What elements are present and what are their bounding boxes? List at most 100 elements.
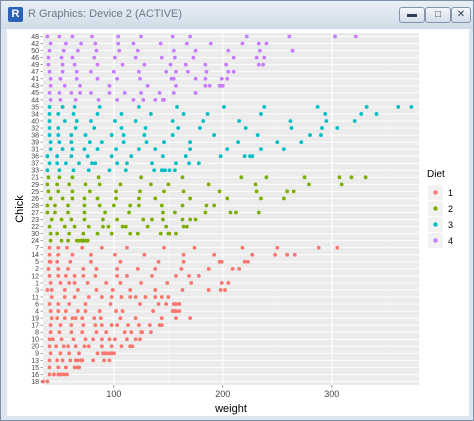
data-point xyxy=(96,97,101,102)
data-point xyxy=(188,140,193,145)
close-button[interactable]: ✕ xyxy=(451,7,471,23)
data-point xyxy=(137,69,141,74)
data-point xyxy=(139,281,143,285)
data-point xyxy=(188,316,193,321)
data-point xyxy=(193,90,198,95)
title-bar[interactable]: R R Graphics: Device 2 (ACTIVE) ▬ □ ✕ xyxy=(1,1,473,29)
data-point xyxy=(118,316,123,321)
data-point xyxy=(137,105,141,109)
data-point xyxy=(101,217,105,222)
y-tick-label: 27 xyxy=(31,210,39,217)
data-point xyxy=(176,126,181,130)
data-point xyxy=(56,266,61,271)
data-point xyxy=(48,140,53,145)
data-point xyxy=(180,175,185,180)
data-point xyxy=(225,196,230,201)
data-point xyxy=(65,372,69,377)
x-tick-label: 300 xyxy=(324,389,339,399)
data-point xyxy=(69,330,74,335)
data-point xyxy=(187,161,191,166)
data-point xyxy=(62,288,67,292)
data-point xyxy=(109,154,114,159)
data-point xyxy=(137,203,141,208)
data-point xyxy=(57,168,62,173)
data-point xyxy=(70,189,75,194)
data-point xyxy=(292,252,297,257)
data-point xyxy=(212,133,217,137)
data-point xyxy=(103,210,108,215)
data-point xyxy=(315,105,320,109)
data-point xyxy=(77,351,81,356)
data-point xyxy=(138,189,142,194)
data-point xyxy=(106,224,111,229)
data-point xyxy=(70,175,75,180)
data-point xyxy=(97,182,102,187)
window-title: R Graphics: Device 2 (ACTIVE) xyxy=(28,8,183,20)
data-point xyxy=(156,302,161,306)
data-point xyxy=(174,69,178,74)
data-point xyxy=(285,252,290,257)
data-point xyxy=(96,175,101,180)
data-point xyxy=(89,69,93,74)
data-point xyxy=(193,76,198,81)
data-point xyxy=(66,266,70,271)
data-point xyxy=(189,281,194,285)
y-tick-label: 6 xyxy=(35,301,39,308)
data-point xyxy=(162,97,166,102)
y-tick-label: 50 xyxy=(31,48,39,55)
data-point xyxy=(133,295,138,299)
y-tick-label: 32 xyxy=(31,125,39,132)
data-point xyxy=(94,48,99,53)
data-point xyxy=(139,90,143,95)
y-tick-label: 10 xyxy=(31,337,39,344)
data-point xyxy=(56,126,61,130)
data-point xyxy=(48,330,53,335)
data-point xyxy=(70,147,75,152)
maximize-button[interactable]: □ xyxy=(425,7,451,23)
data-point xyxy=(111,203,116,208)
data-point xyxy=(56,252,61,257)
data-point xyxy=(70,34,75,39)
data-point xyxy=(153,266,158,271)
data-point xyxy=(125,337,129,342)
data-point xyxy=(62,295,67,299)
data-point xyxy=(102,358,106,363)
minimize-button[interactable]: ▬ xyxy=(399,7,425,23)
data-point xyxy=(168,62,173,67)
data-point xyxy=(47,119,52,123)
data-point xyxy=(46,189,51,194)
data-point xyxy=(115,217,120,222)
legend-label: 1 xyxy=(448,188,453,198)
y-tick-label: 39 xyxy=(31,140,39,147)
data-point xyxy=(114,309,118,313)
data-point xyxy=(147,323,152,328)
data-point xyxy=(287,34,292,39)
data-point xyxy=(48,309,53,313)
data-point xyxy=(133,55,138,60)
data-point xyxy=(257,48,262,53)
data-point xyxy=(67,182,72,187)
data-point xyxy=(70,55,75,60)
y-tick-label: 24 xyxy=(31,238,39,245)
data-point xyxy=(128,203,133,208)
data-point xyxy=(352,119,357,123)
data-point xyxy=(179,266,184,271)
data-point xyxy=(90,34,94,39)
data-point xyxy=(181,112,186,116)
data-point xyxy=(82,210,87,215)
data-point xyxy=(74,119,79,123)
data-point xyxy=(80,358,85,363)
data-point xyxy=(93,273,98,278)
data-point xyxy=(118,259,123,264)
data-point xyxy=(95,196,100,201)
data-point xyxy=(67,302,72,306)
data-point xyxy=(45,288,50,292)
data-point xyxy=(67,281,72,285)
data-point xyxy=(166,295,171,299)
data-point xyxy=(122,330,127,335)
data-point xyxy=(337,175,342,180)
data-point xyxy=(75,48,80,53)
data-point xyxy=(123,224,128,229)
data-point xyxy=(150,217,154,222)
